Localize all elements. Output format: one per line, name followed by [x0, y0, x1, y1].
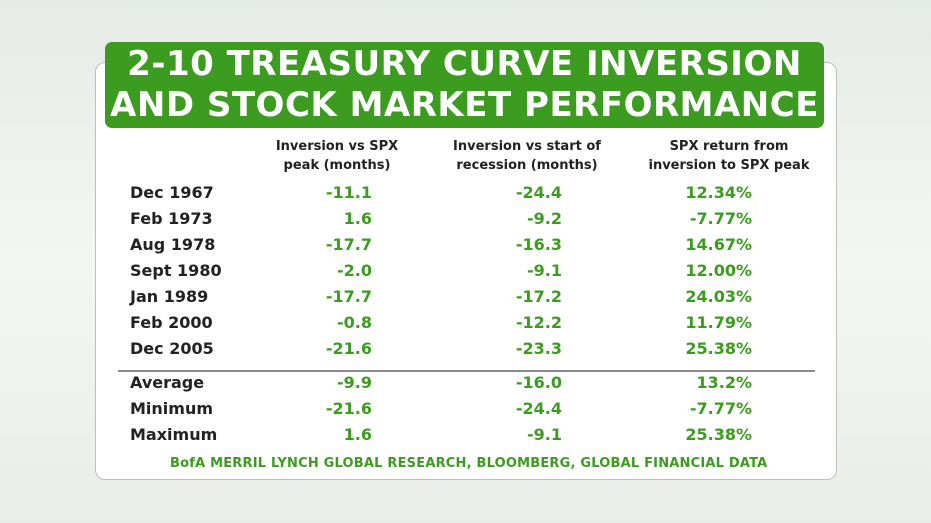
cell-spx-peak: 1.6 — [343, 425, 372, 444]
cell-spx-peak: -21.6 — [325, 399, 372, 418]
column-header-recession: Inversion vs start of recession (months) — [453, 139, 601, 173]
cell-spx-peak: -11.1 — [325, 183, 372, 202]
cell-spx-peak: -21.6 — [325, 339, 372, 358]
cell-spx-return: 14.67% — [685, 235, 752, 254]
cell-recession: -9.1 — [527, 261, 562, 280]
cell-recession: -17.2 — [515, 287, 562, 306]
cell-spx-peak: -9.9 — [337, 373, 372, 392]
cell-spx-peak: -17.7 — [325, 235, 372, 254]
cell-spx-return: -7.77% — [689, 399, 752, 418]
cell-spx-return: 25.38% — [685, 425, 752, 444]
summary-divider — [118, 370, 815, 372]
row-label: Dec 1967 — [130, 183, 214, 202]
cell-spx-return: 11.79% — [685, 313, 752, 332]
cell-spx-return: 25.38% — [685, 339, 752, 358]
row-label: Sept 1980 — [130, 261, 222, 280]
title-line-1: 2-10 TREASURY CURVE INVERSION — [127, 44, 802, 84]
cell-spx-return: 12.34% — [685, 183, 752, 202]
row-label: Dec 2005 — [130, 339, 214, 358]
cell-spx-return: 24.03% — [685, 287, 752, 306]
cell-recession: -16.3 — [515, 235, 562, 254]
row-label: Jan 1989 — [130, 287, 209, 306]
row-label: Aug 1978 — [130, 235, 216, 254]
table-card — [95, 62, 837, 480]
row-label: Feb 1973 — [130, 209, 213, 228]
cell-recession: -24.4 — [515, 183, 562, 202]
cell-recession: -9.2 — [527, 209, 562, 228]
graphic-title: 2-10 TREASURY CURVE INVERSION AND STOCK … — [105, 42, 824, 128]
row-label: Average — [130, 373, 205, 392]
column-header-spx-return: SPX return from inversion to SPX peak — [648, 139, 810, 173]
row-label: Minimum — [130, 399, 214, 418]
row-label: Feb 2000 — [130, 313, 213, 332]
row-label: Maximum — [130, 425, 218, 444]
column-header-spx-peak: Inversion vs SPX peak (months) — [275, 139, 399, 173]
cell-spx-return: 13.2% — [696, 373, 752, 392]
cell-recession: -24.4 — [515, 399, 562, 418]
cell-recession: -12.2 — [515, 313, 562, 332]
cell-recession: -16.0 — [515, 373, 562, 392]
cell-spx-peak: -2.0 — [337, 261, 372, 280]
cell-spx-peak: -0.8 — [337, 313, 372, 332]
title-line-2: AND STOCK MARKET PERFORMANCE — [110, 85, 819, 125]
cell-spx-peak: -17.7 — [325, 287, 372, 306]
source-credit: BofA MERRIL LYNCH GLOBAL RESEARCH, BLOOM… — [170, 456, 768, 471]
cell-spx-return: 12.00% — [685, 261, 752, 280]
cell-recession: -9.1 — [527, 425, 562, 444]
cell-spx-return: -7.77% — [689, 209, 752, 228]
cell-spx-peak: 1.6 — [343, 209, 372, 228]
cell-recession: -23.3 — [515, 339, 562, 358]
